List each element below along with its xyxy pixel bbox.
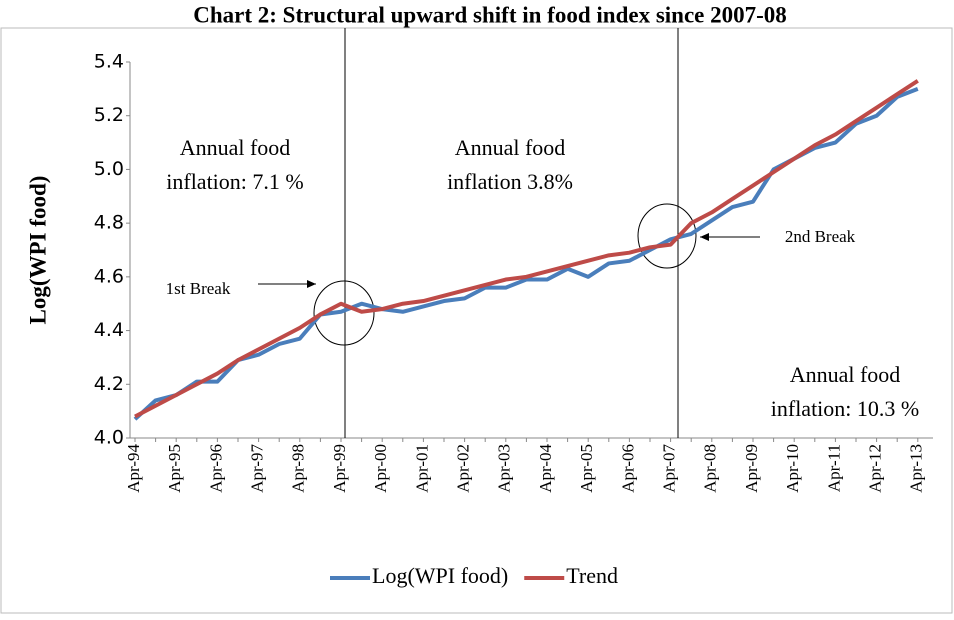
annotation: inflation: 10.3 % (771, 396, 919, 421)
x-tick-label: Apr-09 (742, 444, 761, 493)
y-tick-label: 4.4 (94, 319, 124, 341)
break-circle (313, 280, 375, 346)
x-tick-label: Apr-05 (577, 444, 596, 493)
legend-label: Trend (566, 563, 618, 588)
x-tick-label: Apr-00 (371, 444, 390, 493)
annotation: Annual food (790, 362, 901, 387)
y-tick-label: 5.2 (94, 104, 124, 126)
x-tick-label: Apr-07 (660, 444, 679, 493)
y-tick-label: 4.0 (94, 427, 124, 449)
x-tick-label: Apr-94 (124, 444, 143, 493)
arrow-head (307, 280, 316, 288)
x-tick-label: Apr-96 (206, 444, 225, 493)
chart-border (0, 27, 953, 614)
y-axis-label: Log(WPI food) (25, 176, 50, 325)
x-tick-label: Apr-03 (495, 444, 514, 493)
x-tick-label: Apr-98 (289, 444, 308, 493)
x-tick-label: Apr-97 (248, 444, 267, 493)
y-tick-label: 4.2 (94, 373, 124, 395)
legend-label: Log(WPI food) (372, 563, 508, 588)
y-tick-label: 5.0 (94, 158, 124, 180)
annotation: 2nd Break (785, 227, 856, 246)
annotation: Annual food (455, 135, 566, 160)
annotation: 1st Break (166, 279, 231, 298)
x-tick-label: Apr-02 (454, 444, 473, 493)
x-tick-label: Apr-99 (330, 444, 349, 493)
x-tick-label: Apr-08 (701, 444, 720, 493)
chart-title: Chart 2: Structural upward shift in food… (193, 2, 787, 27)
x-tick-label: Apr-11 (824, 444, 843, 492)
series-line (134, 79, 919, 419)
x-tick-label: Apr-12 (866, 444, 885, 493)
annotation: inflation: 7.1 % (166, 169, 303, 194)
y-tick-label: 5.4 (94, 51, 124, 73)
x-tick-label: Apr-95 (165, 444, 184, 493)
x-tick-label: Apr-01 (412, 444, 431, 493)
annotation: inflation 3.8% (447, 169, 573, 194)
x-tick-label: Apr-06 (618, 444, 637, 493)
annotation: Annual food (180, 135, 291, 160)
x-tick-label: Apr-10 (783, 444, 802, 493)
y-tick-label: 4.8 (94, 212, 124, 234)
x-tick-label: Apr-04 (536, 444, 555, 493)
x-tick-label: Apr-13 (907, 444, 926, 493)
arrow-head (700, 233, 709, 241)
break-circle (637, 203, 697, 269)
y-tick-label: 4.6 (94, 265, 124, 287)
